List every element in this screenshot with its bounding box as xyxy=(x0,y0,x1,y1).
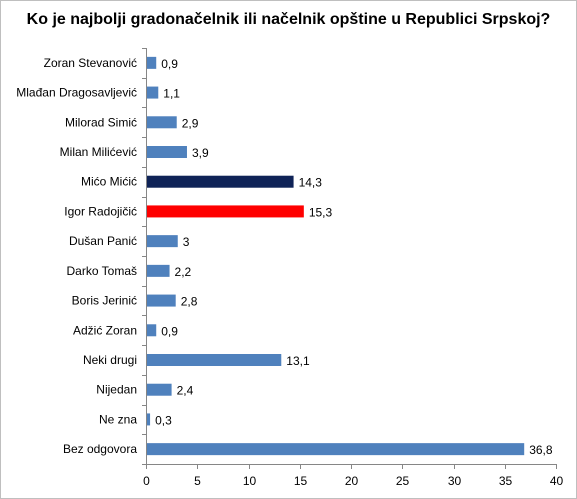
data-label: 13,1 xyxy=(286,354,310,368)
category-label: Mlađan Dragosavljević xyxy=(16,86,137,100)
data-label: 2,4 xyxy=(177,384,194,398)
bar xyxy=(147,443,525,456)
data-label: 15,3 xyxy=(309,205,333,219)
x-tick-label: 10 xyxy=(243,474,257,488)
x-tick-label: 15 xyxy=(294,474,308,488)
category-label: Zoran Stevanović xyxy=(44,56,137,70)
category-label: Boris Jerinić xyxy=(72,294,137,308)
category-label: Adžić Zoran xyxy=(73,323,137,337)
data-label: 0,3 xyxy=(155,413,172,427)
bar xyxy=(147,56,157,69)
category-label: Darko Tomaš xyxy=(67,264,137,278)
bar xyxy=(147,264,170,277)
data-label: 1,1 xyxy=(163,87,180,101)
bar xyxy=(147,146,187,158)
data-label: 36,8 xyxy=(529,443,553,457)
data-label: 0,9 xyxy=(161,324,178,338)
bar xyxy=(147,383,172,396)
bar xyxy=(147,116,177,129)
data-label: 3 xyxy=(183,235,190,249)
x-tick-label: 35 xyxy=(499,474,513,488)
data-label: 2,2 xyxy=(175,265,192,279)
category-label: Milan Milićević xyxy=(60,145,137,159)
category-label: Neki drugi xyxy=(83,353,137,367)
data-label: 2,8 xyxy=(181,295,198,309)
bar xyxy=(147,235,178,248)
x-tick-label: 5 xyxy=(194,474,201,488)
bar xyxy=(147,413,151,426)
chart-title: Ko je najbolji gradonačelnik ili načelni… xyxy=(26,11,551,28)
bar xyxy=(147,354,282,366)
data-label: 14,3 xyxy=(299,176,323,190)
data-label: 3,9 xyxy=(192,146,209,160)
category-label: Nijedan xyxy=(96,383,137,397)
x-tick-label: 30 xyxy=(448,474,462,488)
bar xyxy=(147,294,176,307)
category-label: Milorad Simić xyxy=(65,115,137,129)
bar xyxy=(147,86,159,99)
x-tick-label: 25 xyxy=(396,474,410,488)
data-label: 0,9 xyxy=(161,57,178,71)
bar xyxy=(147,324,157,337)
data-label: 2,9 xyxy=(182,116,199,130)
x-tick-label: 0 xyxy=(143,474,150,488)
category-label: Mićo Mićić xyxy=(81,175,137,189)
category-label: Igor Radojičić xyxy=(64,204,137,218)
bar xyxy=(147,175,294,188)
category-label: Bez odgovora xyxy=(63,442,137,456)
category-label: Ne zna xyxy=(99,412,137,426)
x-tick-label: 20 xyxy=(345,474,359,488)
x-tick-label: 40 xyxy=(550,474,564,488)
category-label: Dušan Panić xyxy=(69,234,137,248)
bar xyxy=(147,205,304,218)
